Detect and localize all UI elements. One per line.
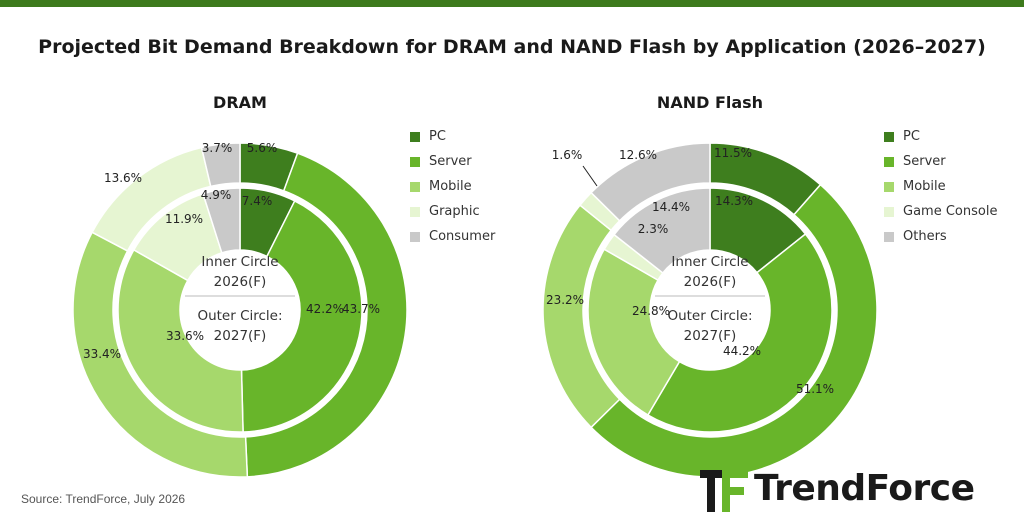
legend-swatch (410, 206, 420, 217)
trendforce-logo: TrendForce (700, 466, 1000, 516)
legend-item: Graphic (410, 199, 495, 224)
dram-outer-label-pc: 5.6% (247, 141, 278, 155)
legend-label: Others (903, 229, 947, 244)
nand-center-label-3: 2027(F) (684, 328, 737, 344)
dram-inner-slice-mobile (117, 248, 244, 433)
legend-item: Mobile (884, 174, 997, 199)
dram-donut-chart: DRAM Inner Circle 2026(F) Outer Circle: 2027… (72, 93, 408, 478)
legend-swatch (884, 181, 894, 192)
legend-item: Consumer (410, 224, 495, 249)
nand-outer-slice-server (590, 183, 878, 478)
nand-inner-label-server: 44.2% (723, 344, 761, 358)
dram-center-label-0: Inner Circle (201, 254, 278, 270)
nand-outer-label-server: 51.1% (796, 382, 834, 396)
dram-center-label-3: 2027(F) (214, 328, 267, 344)
dram-inner-label-pc: 7.4% (242, 194, 273, 208)
legend-swatch (884, 231, 894, 242)
dram-ring-separator (114, 184, 366, 436)
legend-item: PC (410, 124, 495, 149)
legend-label: Graphic (429, 204, 480, 219)
dram-center-label-2: Outer Circle: (197, 308, 282, 324)
dram-center-hole (180, 250, 300, 370)
top-accent-bar (0, 0, 1024, 7)
legend-swatch (410, 156, 420, 167)
legend-swatch (410, 181, 420, 192)
legend-label: Mobile (429, 179, 472, 194)
source-note: Source: TrendForce, July 2026 (21, 492, 186, 506)
nand-inner-label-others: 14.4% (652, 200, 690, 214)
legend-swatch (884, 206, 894, 217)
dram-chart-title: DRAM (213, 93, 267, 112)
dram-outer-label-consumer: 3.7% (202, 141, 233, 155)
legend-item: Game Console (884, 199, 997, 224)
nand-inner-label-pc: 14.3% (715, 194, 753, 208)
nand-ring-separator (584, 184, 836, 436)
dram-outer-slice-server (244, 152, 408, 478)
dram-inner-label-mobile: 33.6% (166, 329, 204, 343)
dram-center-label-1: 2026(F) (214, 274, 267, 290)
nand-outer-label-game-console: 1.6% (552, 148, 583, 162)
nand-inner-label-game-console: 2.3% (638, 222, 669, 236)
legend-label: PC (903, 129, 920, 144)
legend-item: Others (884, 224, 997, 249)
dram-inner-label-graphic: 11.9% (165, 212, 203, 226)
dram-outer-label-server: 43.7% (342, 302, 380, 316)
logo-text: TrendForce (754, 468, 975, 509)
nand-outer-slice-others (590, 142, 711, 222)
nand-outer-label-others: 12.6% (619, 148, 657, 162)
nand-outer-label-mobile: 23.2% (546, 293, 584, 307)
trendforce-logo-icon (700, 470, 748, 512)
legend-label: Game Console (903, 204, 998, 219)
nand-center-hole (650, 250, 770, 370)
legend-label: PC (429, 129, 446, 144)
nand-chart-title: NAND Flash (657, 93, 763, 112)
nand-center-label-0: Inner Circle (671, 254, 748, 270)
legend-swatch (884, 131, 894, 142)
legend-label: Server (903, 154, 946, 169)
legend-item: Server (410, 149, 495, 174)
legend-label: Server (429, 154, 472, 169)
legend-label: Mobile (903, 179, 946, 194)
legend-item: Server (884, 149, 997, 174)
dram-outer-slice-consumer (200, 142, 241, 188)
nand-center-label-2: Outer Circle: (667, 308, 752, 324)
nand-inner-label-mobile: 24.8% (632, 304, 670, 318)
dram-outer-label-mobile: 33.4% (83, 347, 121, 361)
legend-item: PC (884, 124, 997, 149)
legend-swatch (410, 231, 420, 242)
nand-outer-label-pc: 11.5% (714, 146, 752, 160)
legend-label: Consumer (429, 229, 496, 244)
legend-swatch (884, 156, 894, 167)
nand-center-label-1: 2026(F) (684, 274, 737, 290)
dram-inner-label-server: 42.2% (306, 302, 344, 316)
legend-item: Mobile (410, 174, 495, 199)
nand-donut-chart: NAND Flash Inner Circle 2026(F) Outer Circl… (542, 93, 878, 478)
nand-game-console-leader-line (582, 165, 598, 187)
dram-inner-label-consumer: 4.9% (201, 188, 232, 202)
nand-legend: PC Server Mobile Game Console Others (884, 124, 997, 249)
page-title: Projected Bit Demand Breakdown for DRAM … (38, 36, 986, 58)
legend-swatch (410, 131, 420, 142)
dram-outer-label-graphic: 13.6% (104, 171, 142, 185)
dram-legend: PC Server Mobile Graphic Consumer (410, 124, 495, 249)
